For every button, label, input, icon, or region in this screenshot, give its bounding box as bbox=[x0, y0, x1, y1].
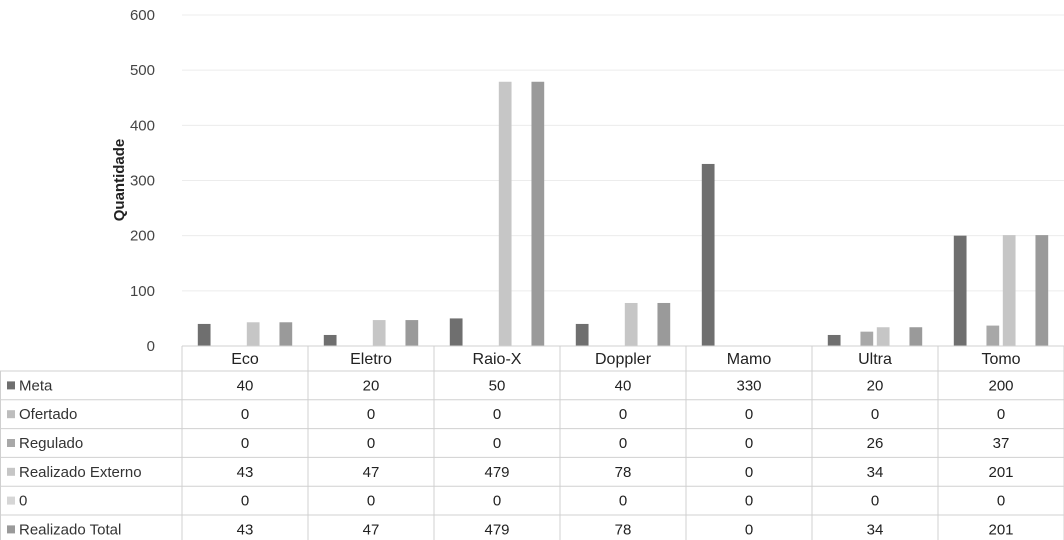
data-label: 0 bbox=[871, 406, 879, 423]
bar bbox=[1035, 235, 1048, 346]
data-label: 34 bbox=[867, 521, 884, 538]
bar bbox=[373, 320, 386, 346]
category-label: Ultra bbox=[858, 351, 892, 368]
data-label: 0 bbox=[241, 435, 249, 452]
data-label: 0 bbox=[493, 493, 501, 510]
data-label: 0 bbox=[997, 493, 1005, 510]
bar bbox=[909, 327, 922, 346]
legend-swatch bbox=[7, 497, 15, 505]
y-tick-label: 0 bbox=[147, 338, 155, 355]
data-label: 0 bbox=[367, 493, 375, 510]
legend-swatch bbox=[7, 410, 15, 418]
data-label: 0 bbox=[367, 435, 375, 452]
legend-swatch bbox=[7, 525, 15, 533]
bar bbox=[450, 318, 463, 346]
data-label: 50 bbox=[489, 377, 506, 394]
bar bbox=[198, 324, 211, 346]
data-label: 0 bbox=[619, 493, 627, 510]
bars bbox=[198, 82, 1048, 346]
category-label: Eletro bbox=[350, 351, 392, 368]
data-label: 0 bbox=[871, 493, 879, 510]
bar bbox=[499, 82, 512, 346]
legend-label: Realizado Total bbox=[19, 521, 121, 538]
bar bbox=[986, 326, 999, 346]
category-label: Eco bbox=[231, 351, 259, 368]
data-label: 43 bbox=[237, 464, 254, 481]
data-table: Eco Eletro Raio-X Doppler Mamo Ultra Tomo Meta 4… bbox=[0, 346, 1064, 540]
legend-label: Regulado bbox=[19, 435, 83, 452]
data-label: 0 bbox=[241, 406, 249, 423]
category-label: Tomo bbox=[981, 351, 1020, 368]
y-axis-label: Quantidade bbox=[111, 139, 128, 222]
data-label: 201 bbox=[988, 464, 1013, 481]
category-label: Raio-X bbox=[473, 351, 522, 368]
bar bbox=[954, 236, 967, 346]
bar bbox=[324, 335, 337, 346]
data-label: 0 bbox=[619, 406, 627, 423]
y-tick-label: 500 bbox=[130, 62, 155, 79]
data-label: 201 bbox=[988, 521, 1013, 538]
data-label: 26 bbox=[867, 435, 884, 452]
data-label: 479 bbox=[484, 521, 509, 538]
data-label: 20 bbox=[867, 377, 884, 394]
y-tick-label: 200 bbox=[130, 228, 155, 245]
legend-swatch bbox=[7, 468, 15, 476]
legend-label: Realizado Externo bbox=[19, 464, 142, 481]
legend-label: Meta bbox=[19, 377, 53, 394]
legend-label: Ofertado bbox=[19, 406, 77, 423]
data-label: 78 bbox=[615, 521, 632, 538]
bar bbox=[279, 322, 292, 346]
data-label: 47 bbox=[363, 464, 380, 481]
data-label: 34 bbox=[867, 464, 884, 481]
data-label: 0 bbox=[493, 406, 501, 423]
bar bbox=[657, 303, 670, 346]
legend-swatch bbox=[7, 381, 15, 389]
data-label: 0 bbox=[745, 521, 753, 538]
data-label: 0 bbox=[619, 435, 627, 452]
bar bbox=[1003, 235, 1016, 346]
data-label: 0 bbox=[493, 435, 501, 452]
y-tick-label: 100 bbox=[130, 283, 155, 300]
y-tick-label: 600 bbox=[130, 7, 155, 24]
bar bbox=[625, 303, 638, 346]
y-tick-label: 300 bbox=[130, 173, 155, 190]
bar bbox=[576, 324, 589, 346]
data-label: 0 bbox=[745, 464, 753, 481]
data-label: 200 bbox=[988, 377, 1013, 394]
data-label: 43 bbox=[237, 521, 254, 538]
bar bbox=[877, 327, 890, 346]
data-label: 47 bbox=[363, 521, 380, 538]
data-label: 0 bbox=[367, 406, 375, 423]
gridlines bbox=[182, 15, 1064, 346]
bar bbox=[405, 320, 418, 346]
data-label: 20 bbox=[363, 377, 380, 394]
bar bbox=[531, 82, 544, 346]
data-label: 40 bbox=[237, 377, 254, 394]
data-label: 0 bbox=[745, 406, 753, 423]
bar bbox=[860, 332, 873, 346]
data-label: 0 bbox=[241, 493, 249, 510]
bar bbox=[247, 322, 260, 346]
data-label: 330 bbox=[736, 377, 761, 394]
data-label: 0 bbox=[745, 435, 753, 452]
category-label: Doppler bbox=[595, 351, 652, 368]
y-axis-ticks: 0 100 200 300 400 500 600 bbox=[130, 7, 155, 355]
data-label: 40 bbox=[615, 377, 632, 394]
data-label: 78 bbox=[615, 464, 632, 481]
legend-swatch bbox=[7, 439, 15, 447]
bar bbox=[828, 335, 841, 346]
data-label: 0 bbox=[997, 406, 1005, 423]
data-label: 479 bbox=[484, 464, 509, 481]
category-label: Mamo bbox=[727, 351, 772, 368]
legend-label: 0 bbox=[19, 493, 27, 510]
y-tick-label: 400 bbox=[130, 117, 155, 134]
data-label: 37 bbox=[993, 435, 1010, 452]
data-label: 0 bbox=[745, 493, 753, 510]
bar bbox=[702, 164, 715, 346]
